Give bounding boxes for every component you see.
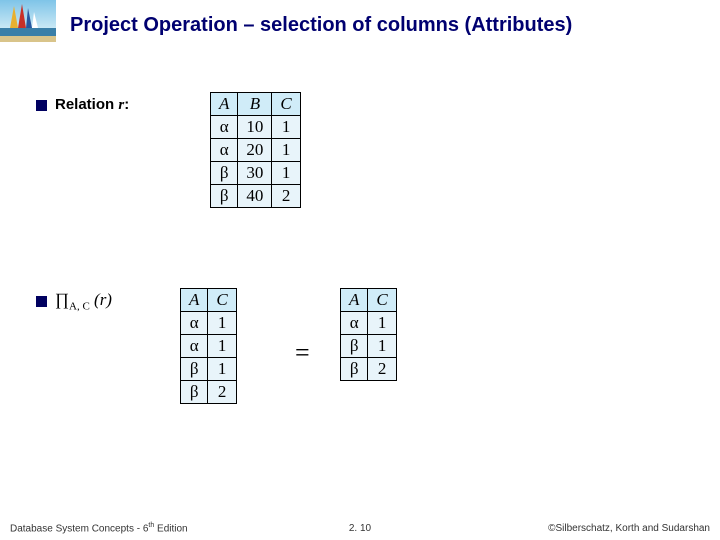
footer-copyright: ©Silberschatz, Korth and Sudarshan [548,523,710,534]
pi-subscript: A, C [69,300,90,312]
table-row: β1 [181,358,237,381]
col-header: C [208,289,236,312]
bullet-projection: ∏A, C (r) [36,290,112,312]
table-row: α1 [341,312,397,335]
table-row: α1 [181,312,237,335]
equals-sign: = [295,338,310,368]
table-header-row: A C [341,289,397,312]
pi-arg: (r) [90,290,112,309]
pi-symbol: ∏ [55,290,69,309]
table-row: β1 [341,335,397,358]
table-projection-result: A C α1 β1 β2 [340,288,397,381]
table-header-row: A B C [211,93,301,116]
projection-expr: ∏A, C (r) [55,290,112,312]
table-row: β2 [341,358,397,381]
relation-label: Relation [55,96,118,113]
bullet-relation: Relation r: [36,96,129,114]
footer-page-number: 2. 10 [349,523,371,534]
table-row: β2 [181,381,237,404]
table-row: α201 [211,139,301,162]
bullet-square-icon [36,296,47,307]
slide-title: Project Operation – selection of columns… [70,14,710,37]
footer-left: Database System Concepts - 6th Edition [10,522,188,534]
table-row: α101 [211,116,301,139]
col-header: A [181,289,208,312]
relation-suffix: : [124,96,129,113]
table-row: α1 [181,335,237,358]
col-header: B [238,93,272,116]
col-header: A [211,93,238,116]
col-header: C [272,93,300,116]
logo-image [0,0,56,42]
col-header: A [341,289,368,312]
table-relation-r: A B C α101 α201 β301 β402 [210,92,301,208]
bullet-relation-text: Relation r: [55,96,129,114]
bullet-square-icon [36,100,47,111]
table-row: β301 [211,162,301,185]
table-header-row: A C [181,289,237,312]
table-projection-intermediate: A C α1 α1 β1 β2 [180,288,237,404]
table-row: β402 [211,185,301,208]
col-header: C [368,289,396,312]
